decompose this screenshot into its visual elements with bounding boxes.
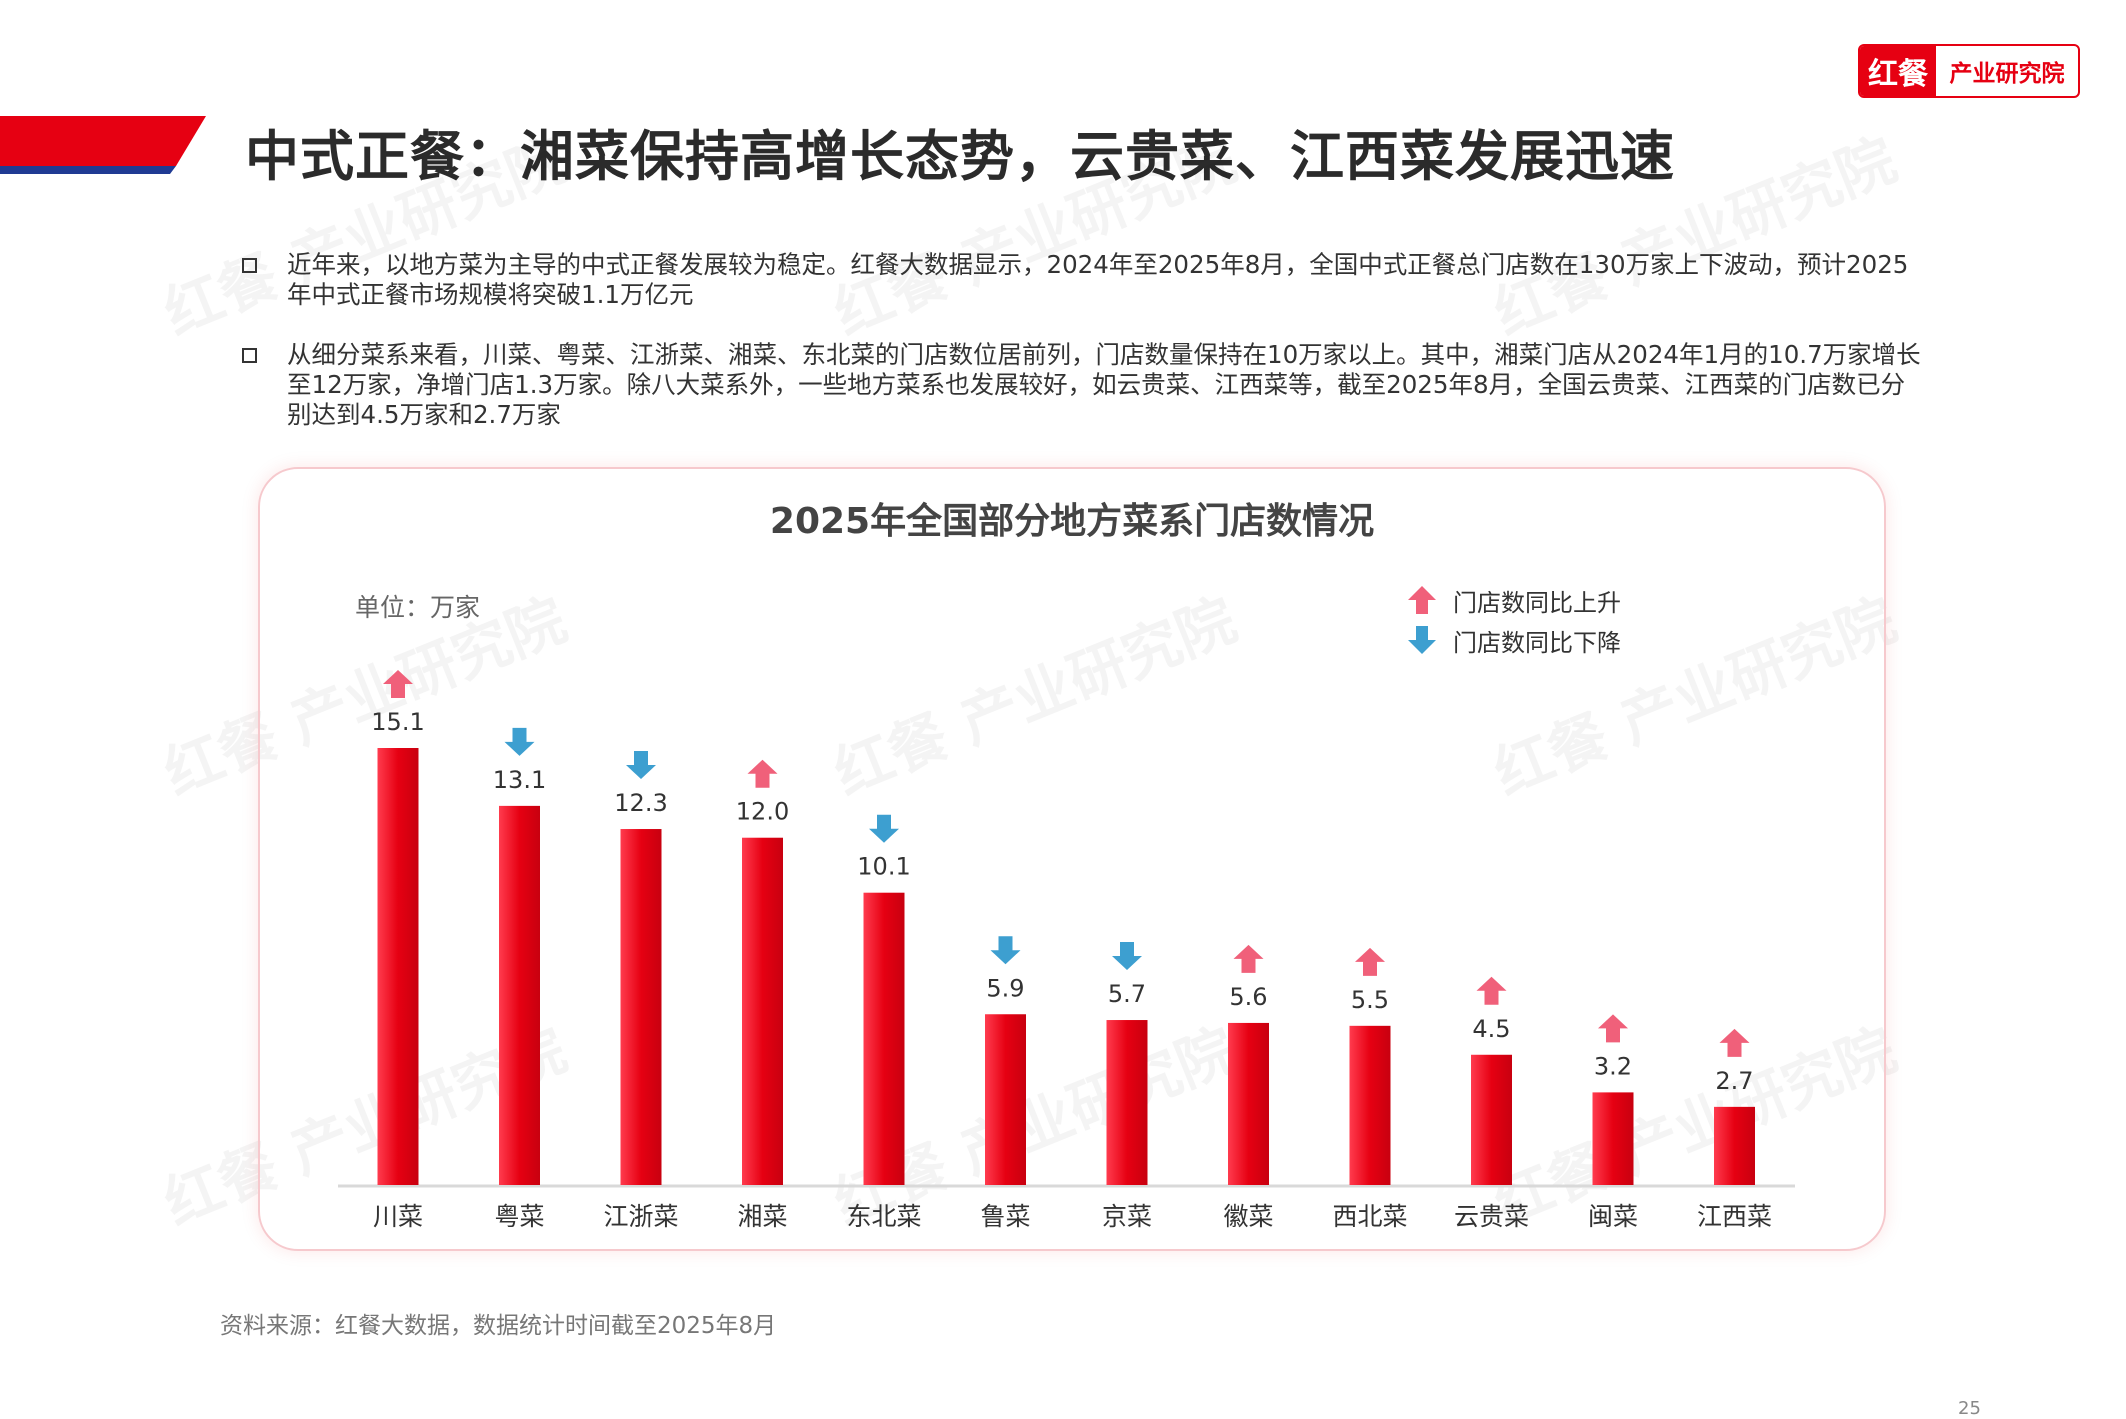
data-label: 13.1 xyxy=(493,766,546,794)
arrow-up-icon xyxy=(1719,1028,1750,1057)
arrow-up-icon xyxy=(1598,1014,1628,1043)
legend-item-up: 门店数同比上升 xyxy=(1405,580,1621,620)
x-tick-label: 徽菜 xyxy=(1223,1202,1273,1231)
data-label: 15.1 xyxy=(371,708,424,736)
data-label: 3.2 xyxy=(1594,1052,1632,1080)
x-tick-label: 京菜 xyxy=(1102,1202,1152,1231)
data-label: 10.1 xyxy=(857,853,910,881)
bullet-item: 近年来，以地方菜为主导的中式正餐发展较为稳定。红餐大数据显示，2024年至202… xyxy=(242,250,1922,310)
x-tick-label: 江西菜 xyxy=(1697,1202,1772,1231)
legend-item-down: 门店数同比下降 xyxy=(1405,620,1621,660)
x-tick-label: 云贵菜 xyxy=(1454,1202,1529,1231)
bar xyxy=(1228,1022,1269,1185)
source-note: 资料来源：红餐大数据，数据统计时间截至2025年8月 xyxy=(220,1313,777,1339)
bullet-text: 从细分菜系来看，川菜、粤菜、江浙菜、湘菜、东北菜的门店数位居前列，门店数量保持在… xyxy=(287,340,1921,429)
logo-mark: 红餐 xyxy=(1860,46,1936,96)
unit-label: 单位：万家 xyxy=(355,593,481,622)
data-label: 12.3 xyxy=(614,789,667,817)
bar xyxy=(1106,1020,1148,1185)
title-accent-band xyxy=(0,116,206,174)
x-tick-label: 东北菜 xyxy=(846,1202,921,1231)
arrow-down-icon xyxy=(626,751,656,780)
chart-title: 2025年全国部分地方菜系门店数情况 xyxy=(769,501,1375,542)
page-number: 25 xyxy=(1958,1398,1981,1419)
arrow-down-icon xyxy=(504,727,535,756)
x-tick-label: 江浙菜 xyxy=(603,1202,678,1231)
data-label: 2.7 xyxy=(1715,1067,1753,1095)
arrow-down-icon xyxy=(1112,942,1142,971)
bullet-square-icon xyxy=(242,258,257,273)
chart-card xyxy=(258,467,1886,1251)
bar xyxy=(620,829,662,1185)
bullet-list: 近年来，以地方菜为主导的中式正餐发展较为稳定。红餐大数据显示，2024年至202… xyxy=(242,250,1922,460)
data-label: 5.9 xyxy=(986,974,1024,1002)
bar xyxy=(863,892,905,1185)
arrow-down-icon xyxy=(869,814,899,843)
arrow-down-icon xyxy=(990,936,1021,965)
arrow-up-icon xyxy=(1355,947,1385,976)
arrow-up-icon xyxy=(383,670,413,698)
bar xyxy=(1349,1025,1391,1185)
arrow-up-icon xyxy=(1476,976,1507,1005)
x-tick-label: 湘菜 xyxy=(737,1202,787,1231)
bar xyxy=(499,805,540,1185)
x-tick-label: 西北菜 xyxy=(1332,1202,1407,1231)
bar xyxy=(1714,1106,1755,1185)
x-tick-label: 鲁菜 xyxy=(980,1202,1030,1231)
arrow-up-icon xyxy=(747,759,778,788)
data-label: 5.7 xyxy=(1108,980,1146,1008)
bullet-item: 从细分菜系来看，川菜、粤菜、江浙菜、湘菜、东北菜的门店数位居前列，门店数量保持在… xyxy=(242,340,1922,430)
bar xyxy=(1592,1092,1634,1185)
bar xyxy=(1471,1054,1512,1185)
bar xyxy=(377,748,419,1185)
bullet-text: 近年来，以地方菜为主导的中式正餐发展较为稳定。红餐大数据显示，2024年至202… xyxy=(287,250,1909,309)
data-label: 12.0 xyxy=(736,798,789,826)
data-label: 4.5 xyxy=(1472,1015,1510,1043)
arrow-down-icon xyxy=(1408,626,1436,654)
legend-label: 门店数同比上升 xyxy=(1453,588,1621,617)
page-title: 中式正餐：湘菜保持高增长态势，云贵菜、江西菜发展迅速 xyxy=(245,125,1675,188)
logo-text: 产业研究院 xyxy=(1949,61,2065,87)
arrow-up-icon xyxy=(1233,944,1264,973)
legend-label: 门店数同比下降 xyxy=(1453,628,1621,657)
data-label: 5.5 xyxy=(1351,986,1389,1014)
bar xyxy=(985,1014,1026,1185)
arrow-up-icon xyxy=(1408,586,1436,614)
bullet-square-icon xyxy=(242,348,257,363)
x-tick-label: 川菜 xyxy=(373,1202,423,1231)
chart-legend: 门店数同比上升 门店数同比下降 xyxy=(1405,580,1621,660)
data-label: 5.6 xyxy=(1229,983,1267,1011)
x-tick-label: 闽菜 xyxy=(1588,1202,1638,1231)
brand-logo: 红餐 产业研究院 xyxy=(1858,44,2080,98)
bar xyxy=(742,837,783,1185)
x-tick-label: 粤菜 xyxy=(494,1202,544,1231)
